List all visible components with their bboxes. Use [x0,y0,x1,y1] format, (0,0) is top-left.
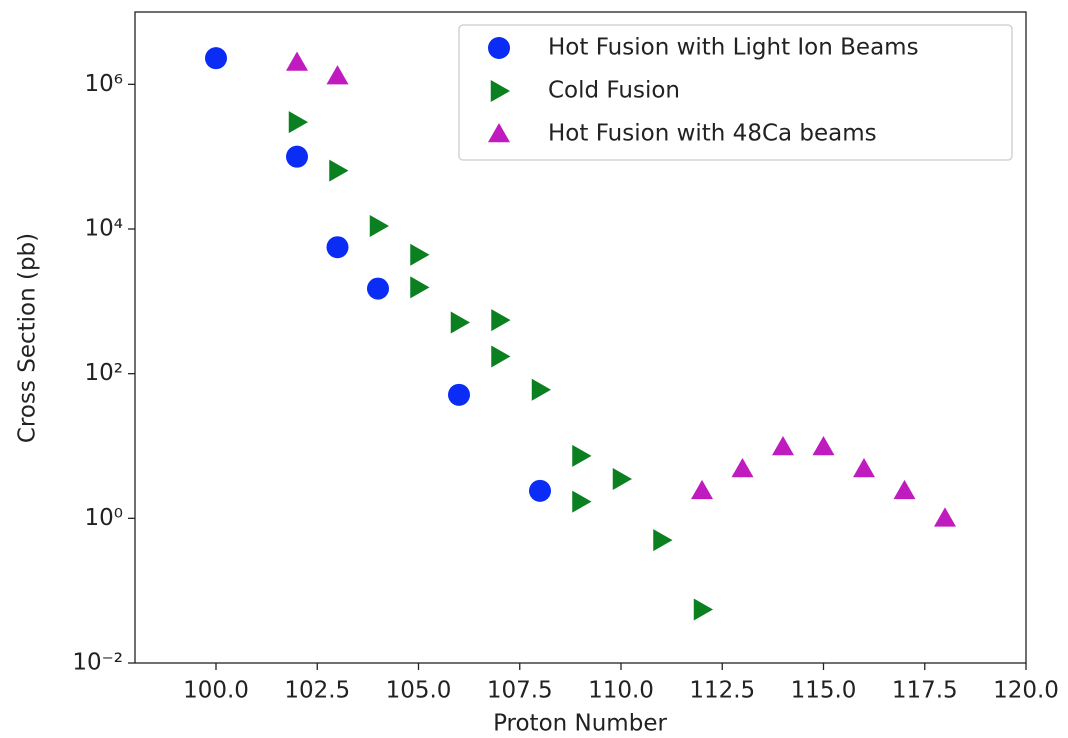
marker [369,215,389,238]
x-tick-label: 102.5 [284,678,350,704]
y-tick-label: 10² [85,360,124,386]
marker [491,345,511,368]
marker [572,490,592,513]
marker [853,458,875,478]
marker [572,444,592,467]
marker [812,435,835,456]
legend-label: Cold Fusion [548,78,680,104]
marker [329,159,349,182]
legend-label: Hot Fusion with Light Ion Beams [548,35,919,61]
marker [367,277,389,300]
marker [286,51,308,71]
x-tick-label: 107.5 [487,678,553,704]
x-axis-label: Proton Number [493,711,667,737]
marker [488,123,510,143]
x-tick-label: 112.5 [689,678,755,704]
marker [653,529,673,552]
marker [288,111,308,134]
marker [286,145,308,168]
marker [490,80,510,102]
marker [448,383,470,406]
marker [612,467,632,490]
x-tick-label: 110.0 [588,678,654,704]
marker [205,47,227,70]
marker [772,435,794,456]
marker [529,479,551,502]
x-tick-label: 105.0 [386,678,452,704]
marker [934,507,956,527]
x-tick-label: 117.5 [892,678,958,704]
y-tick-label: 10⁴ [85,216,124,242]
legend-box [458,24,1013,161]
marker [491,309,511,332]
marker [326,65,349,85]
legend-label: Hot Fusion with 48Ca beams [548,121,877,147]
marker [691,479,713,500]
x-tick-label: 115.0 [791,678,857,704]
marker [410,276,430,299]
marker [893,479,916,500]
marker [410,243,430,266]
plot-frame [134,11,1027,664]
y-tick-label: 10⁰ [85,505,124,531]
x-tick-label: 100.0 [183,678,249,704]
marker [488,37,510,59]
y-tick-label: 10⁻² [72,650,123,676]
y-tick-label: 10⁶ [85,71,124,97]
marker [731,458,754,478]
y-axis-label: Cross Section (pb) [15,233,41,443]
marker [693,598,713,621]
marker [326,236,349,259]
marker [531,378,551,401]
x-tick-label: 120.0 [993,678,1059,704]
marker [450,311,470,334]
